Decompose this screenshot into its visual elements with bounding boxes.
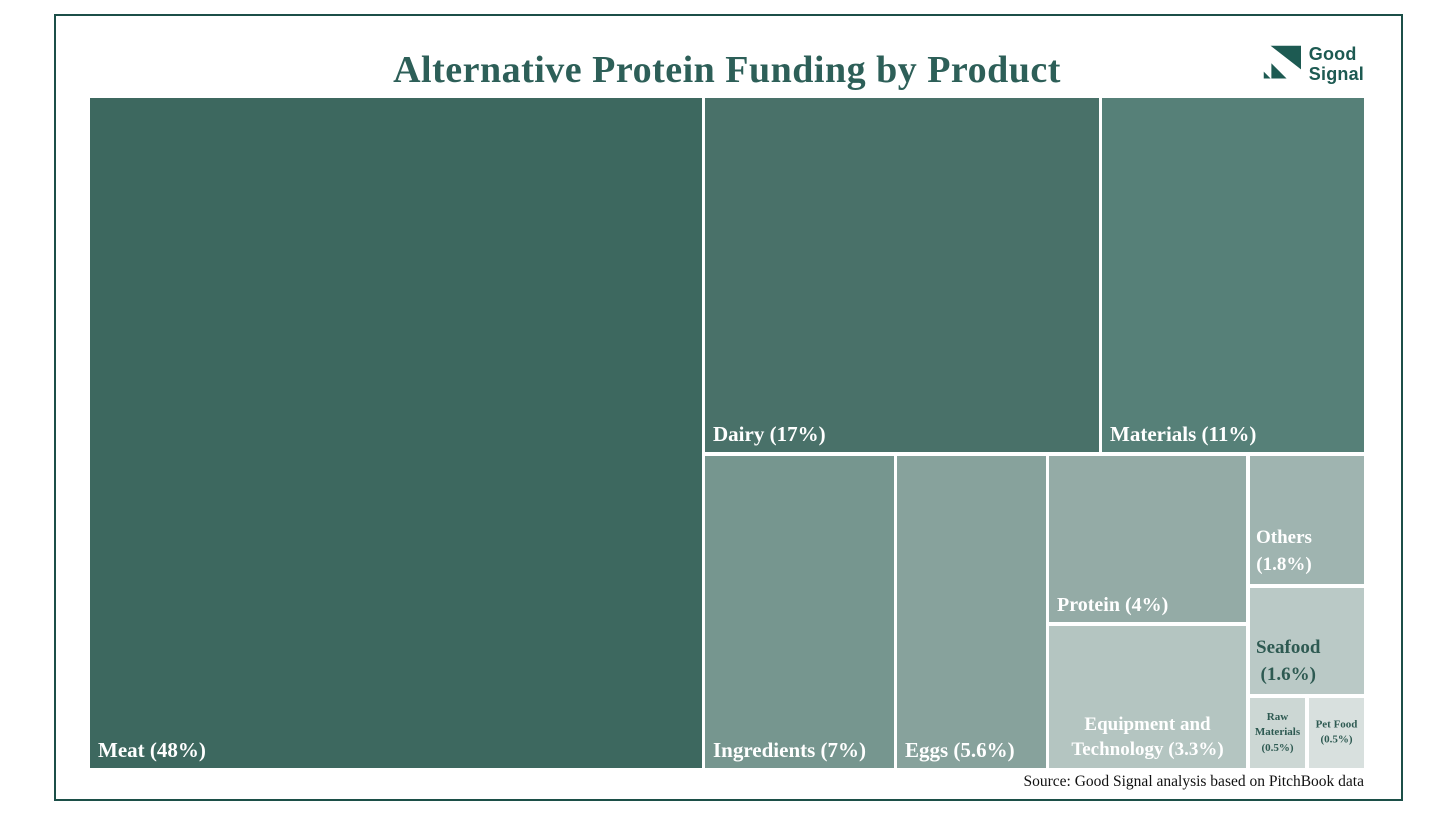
treemap-tile-dairy: Dairy (17%) xyxy=(705,98,1099,452)
treemap-tile-pet-food: Pet Food (0.5%) xyxy=(1309,698,1364,768)
treemap-tile-equipment-technology: Equipment and Technology (3.3%) xyxy=(1049,626,1246,768)
treemap-chart: Meat (48%) Dairy (17%) Materials (11%) I… xyxy=(90,98,1364,768)
tile-label-pet-food: Pet Food (0.5%) xyxy=(1315,718,1358,746)
logo-wordmark: Good Signal xyxy=(1309,44,1364,84)
tile-label-eggs: Eggs (5.6%) xyxy=(905,738,1015,762)
treemap-tile-meat: Meat (48%) xyxy=(90,98,702,768)
treemap-tile-ingredients: Ingredients (7%) xyxy=(705,456,894,768)
tile-label-ingredients: Ingredients (7%) xyxy=(713,738,867,762)
tile-label-materials: Materials (11%) xyxy=(1110,422,1257,446)
good-signal-logo-icon xyxy=(1263,44,1301,84)
tile-label-equipment-technology: Equipment and Technology (3.3%) xyxy=(1071,713,1224,761)
logo-word-signal: Signal xyxy=(1308,64,1364,84)
treemap-tile-raw-materials: Raw Materials (0.5%) xyxy=(1250,698,1305,768)
logo-word-good: Good xyxy=(1308,44,1357,64)
treemap-tile-materials: Materials (11%) xyxy=(1102,98,1364,452)
tile-label-seafood: Seafood (1.6%) xyxy=(1256,636,1321,686)
treemap-tile-protein: Protein (4%) xyxy=(1049,456,1246,622)
chart-title: Alternative Protein Funding by Product xyxy=(393,49,1061,91)
tile-label-others: Others (1.8%) xyxy=(1256,526,1312,576)
tile-label-raw-materials: Raw Materials (0.5%) xyxy=(1254,710,1301,754)
treemap-tile-seafood: Seafood (1.6%) xyxy=(1250,588,1364,694)
tile-label-dairy: Dairy (17%) xyxy=(713,422,826,446)
tile-label-meat: Meat (48%) xyxy=(98,738,206,762)
tile-label-protein: Protein (4%) xyxy=(1057,594,1169,616)
good-signal-logo: Good Signal xyxy=(1263,44,1364,84)
page-border-frame xyxy=(54,14,1403,801)
treemap-tile-others: Others (1.8%) xyxy=(1250,456,1364,584)
source-note: Source: Good Signal analysis based on Pi… xyxy=(1023,773,1364,790)
treemap-tile-eggs: Eggs (5.6%) xyxy=(897,456,1046,768)
